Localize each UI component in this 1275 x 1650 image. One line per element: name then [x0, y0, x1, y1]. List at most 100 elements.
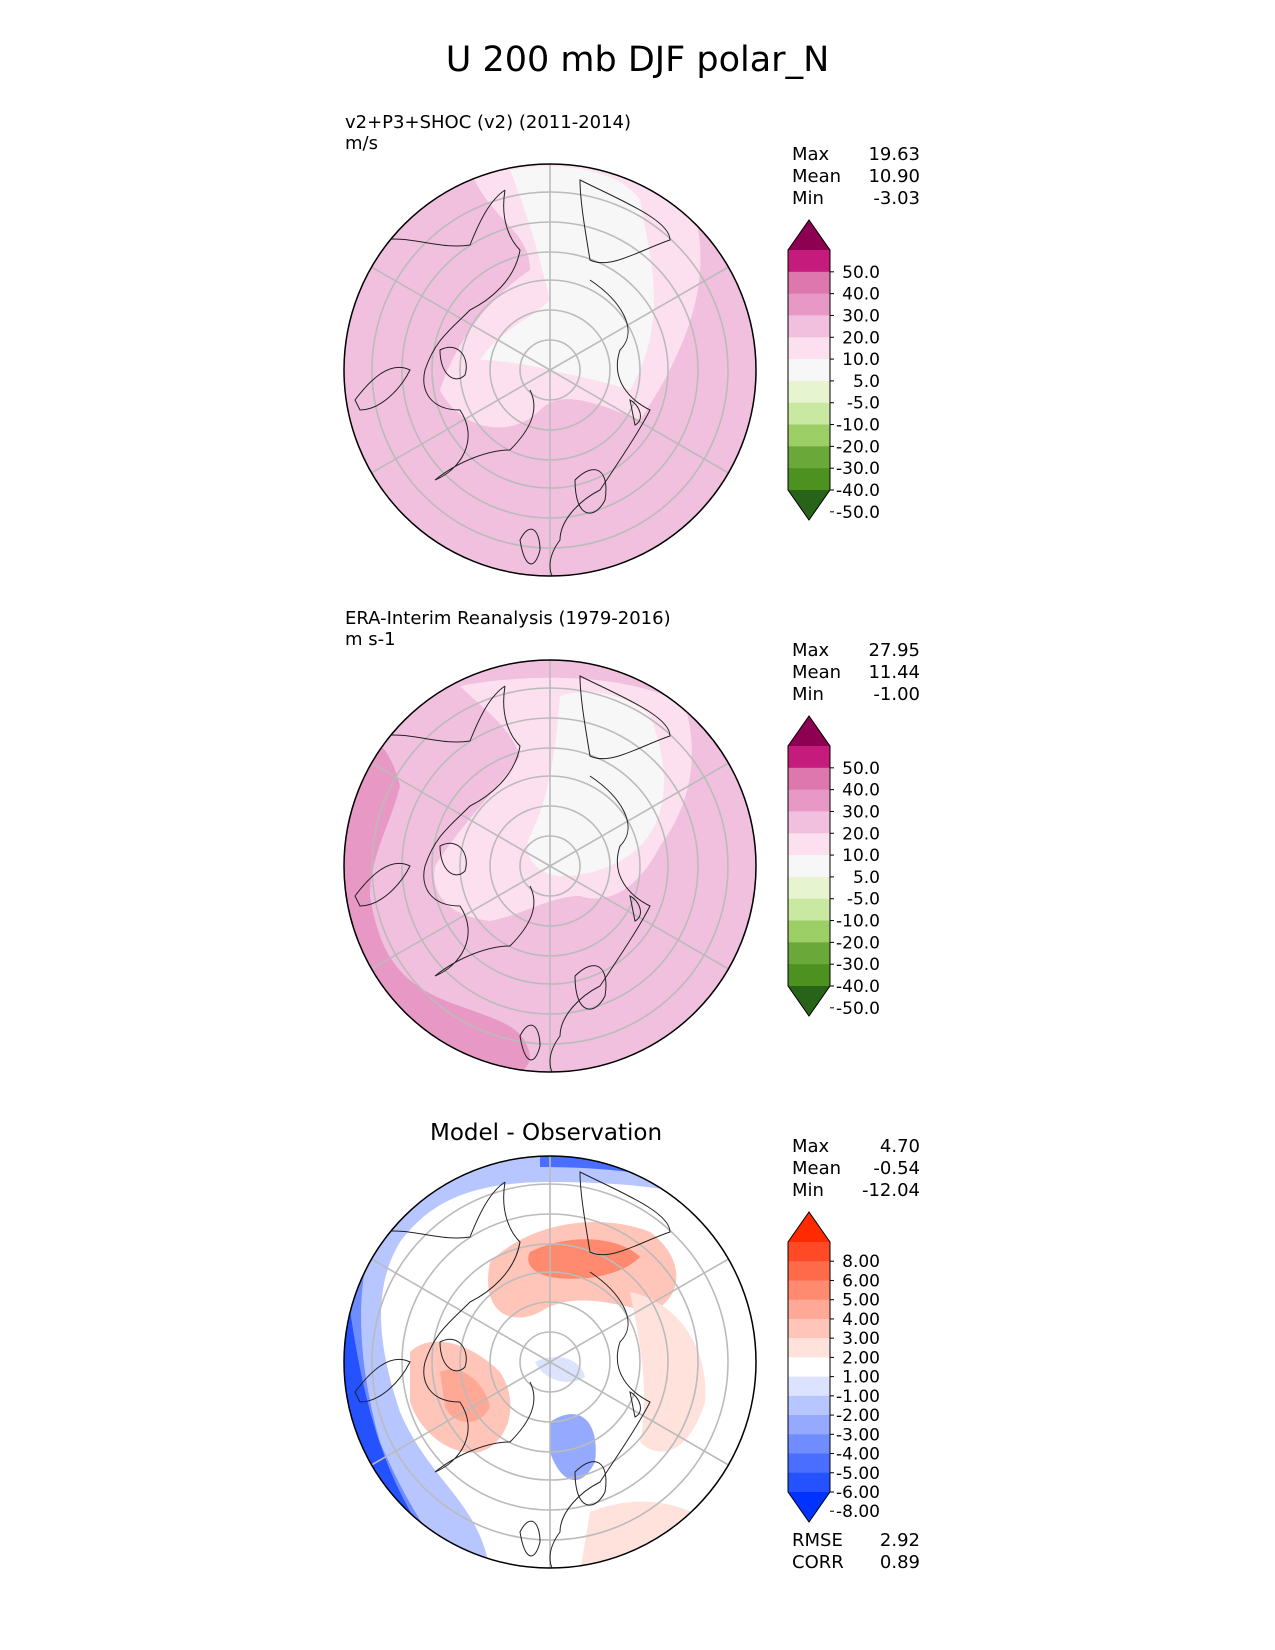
panel-ref-name: ERA-Interim Reanalysis (1979-2016)	[345, 608, 671, 629]
colorbar-segment	[788, 1318, 830, 1339]
colorbar-tick-label: -8.00	[836, 1502, 880, 1522]
colorbar-segment	[788, 833, 830, 856]
test-white-region	[480, 166, 654, 390]
ref-graticule	[367, 660, 733, 1072]
colorbar-tick-label: 4.00	[842, 1310, 880, 1330]
colorbar-tick-label: -10.0	[836, 416, 880, 436]
stat-mean-value: 11.44	[868, 662, 920, 683]
colorbar-tick-label: 3.00	[842, 1329, 880, 1349]
diff-pos-west-core	[440, 1369, 490, 1422]
colorbar-segment	[788, 1299, 830, 1320]
colorbar-segment	[788, 1434, 830, 1455]
ref-map-boundary	[343, 659, 757, 1073]
panel-test-stats: Max 19.63 Mean 10.90 Min -3.03	[792, 144, 920, 210]
colorbar-tick-label: -20.0	[836, 933, 880, 953]
colorbar-tick-label: 20.0	[842, 328, 880, 348]
colorbar-segment	[788, 359, 830, 382]
colorbar-segment	[788, 337, 830, 360]
stat-max-label: Max	[792, 1136, 830, 1157]
panel-test-map	[343, 163, 757, 577]
stat-max-label: Max	[792, 144, 830, 165]
colorbar-segment	[788, 468, 830, 491]
colorbar-tick-label: 50.0	[842, 759, 880, 779]
colorbar-tick-label: -50.0	[836, 999, 880, 1019]
panel-test-title: v2+P3+SHOC (v2) (2011-2014) m/s	[345, 112, 631, 154]
stat-max-value: 27.95	[868, 640, 920, 661]
colorbar-tick-label: 40.0	[842, 781, 880, 801]
colorbar-segment	[788, 1415, 830, 1435]
colorbar-segment	[788, 1453, 830, 1474]
stat-mean-label: Mean	[792, 662, 842, 683]
colorbar-segment	[788, 964, 830, 987]
colorbar-tick-label: 20.0	[842, 824, 880, 844]
colorbar-segment	[788, 746, 830, 769]
stat-max-label: Max	[792, 640, 830, 661]
colorbar-tick-label: 5.00	[842, 1291, 880, 1311]
diff-map-boundary	[343, 1155, 757, 1569]
colorbar-segment	[788, 1395, 830, 1416]
colorbar-tick-label: -30.0	[836, 955, 880, 975]
colorbar-segment	[788, 1472, 830, 1493]
colorbar-tick-label: 6.00	[842, 1271, 880, 1291]
stat-max-value: 4.70	[879, 1136, 920, 1157]
colorbar-segment	[788, 767, 830, 791]
colorbar-tick-label: 5.0	[853, 372, 880, 392]
colorbar-tick-label: -20.0	[836, 437, 880, 457]
colorbar-tick-label: -2.00	[836, 1406, 880, 1426]
colorbar-tick-label: -3.00	[836, 1425, 880, 1445]
colorbar-tick-label: -50.0	[836, 503, 880, 523]
colorbar-tick-label: -40.0	[836, 977, 880, 997]
colorbar-tick-label: 50.0	[842, 263, 880, 283]
stat-rmse-label: RMSE	[792, 1530, 843, 1551]
stat-mean-label: Mean	[792, 1158, 842, 1179]
colorbar-segment	[788, 855, 830, 878]
stat-mean-value: -0.54	[873, 1158, 920, 1179]
colorbar-tick-label: -6.00	[836, 1483, 880, 1503]
colorbar-segment	[788, 942, 830, 965]
colorbar-tick-label: 30.0	[842, 802, 880, 822]
figure-title: U 200 mb DJF polar_N	[445, 40, 830, 80]
colorbar-tick-label: 40.0	[842, 285, 880, 305]
colorbar-segment	[788, 271, 830, 295]
panel-ref-title: ERA-Interim Reanalysis (1979-2016) m s-1	[345, 608, 671, 650]
panel-diff-map	[343, 1155, 757, 1569]
stat-min-value: -1.00	[873, 684, 920, 705]
panel-ref-units: m s-1	[345, 629, 396, 650]
colorbar-segment	[788, 424, 830, 447]
panel-ref-colorbar: 50.040.030.020.010.05.0-5.0-10.0-20.0-30…	[787, 715, 880, 1019]
stat-rmse-value: 2.92	[879, 1530, 920, 1551]
ref-coastlines	[354, 675, 671, 1072]
panel-diff-title: Model - Observation	[430, 1120, 663, 1146]
stat-max-value: 19.63	[868, 144, 920, 165]
colorbar-segment	[788, 446, 830, 469]
stat-min-label: Min	[792, 188, 824, 209]
panel-ref-map	[343, 659, 757, 1073]
panel-ref-stats: Max 27.95 Mean 11.44 Min -1.00	[792, 640, 920, 706]
colorbar-segment	[788, 315, 830, 338]
diff-coastlines	[354, 1171, 671, 1568]
colorbar-tick-label: -1.00	[836, 1387, 880, 1407]
diff-graticule	[367, 1156, 733, 1568]
colorbar-tick-label: 2.00	[842, 1348, 880, 1368]
panel-test-name: v2+P3+SHOC (v2) (2011-2014)	[345, 112, 632, 133]
stat-min-value: -3.03	[873, 188, 920, 209]
colorbar-tick-label: 1.00	[842, 1368, 880, 1388]
colorbar-tick-label: -10.0	[836, 912, 880, 932]
colorbar-segment	[788, 920, 830, 943]
colorbar-segment	[788, 1242, 830, 1262]
colorbar-segment	[788, 1357, 830, 1378]
stat-corr-label: CORR	[792, 1552, 844, 1573]
stat-mean-value: 10.90	[868, 166, 920, 187]
colorbar-tick-label: 8.00	[842, 1252, 880, 1272]
colorbar-segment	[788, 1280, 830, 1301]
colorbar-tick-label: -5.00	[836, 1464, 880, 1484]
colorbar-extend-bottom	[788, 490, 830, 520]
colorbar-segment	[788, 402, 830, 426]
colorbar-tick-label: 5.0	[853, 868, 880, 888]
colorbar-segment	[788, 1338, 830, 1358]
test-map-boundary	[343, 163, 757, 577]
colorbar-tick-label: -5.0	[847, 394, 880, 414]
colorbar-segment	[788, 380, 830, 404]
colorbar-tick-label: -30.0	[836, 459, 880, 479]
test-graticule	[367, 164, 733, 576]
